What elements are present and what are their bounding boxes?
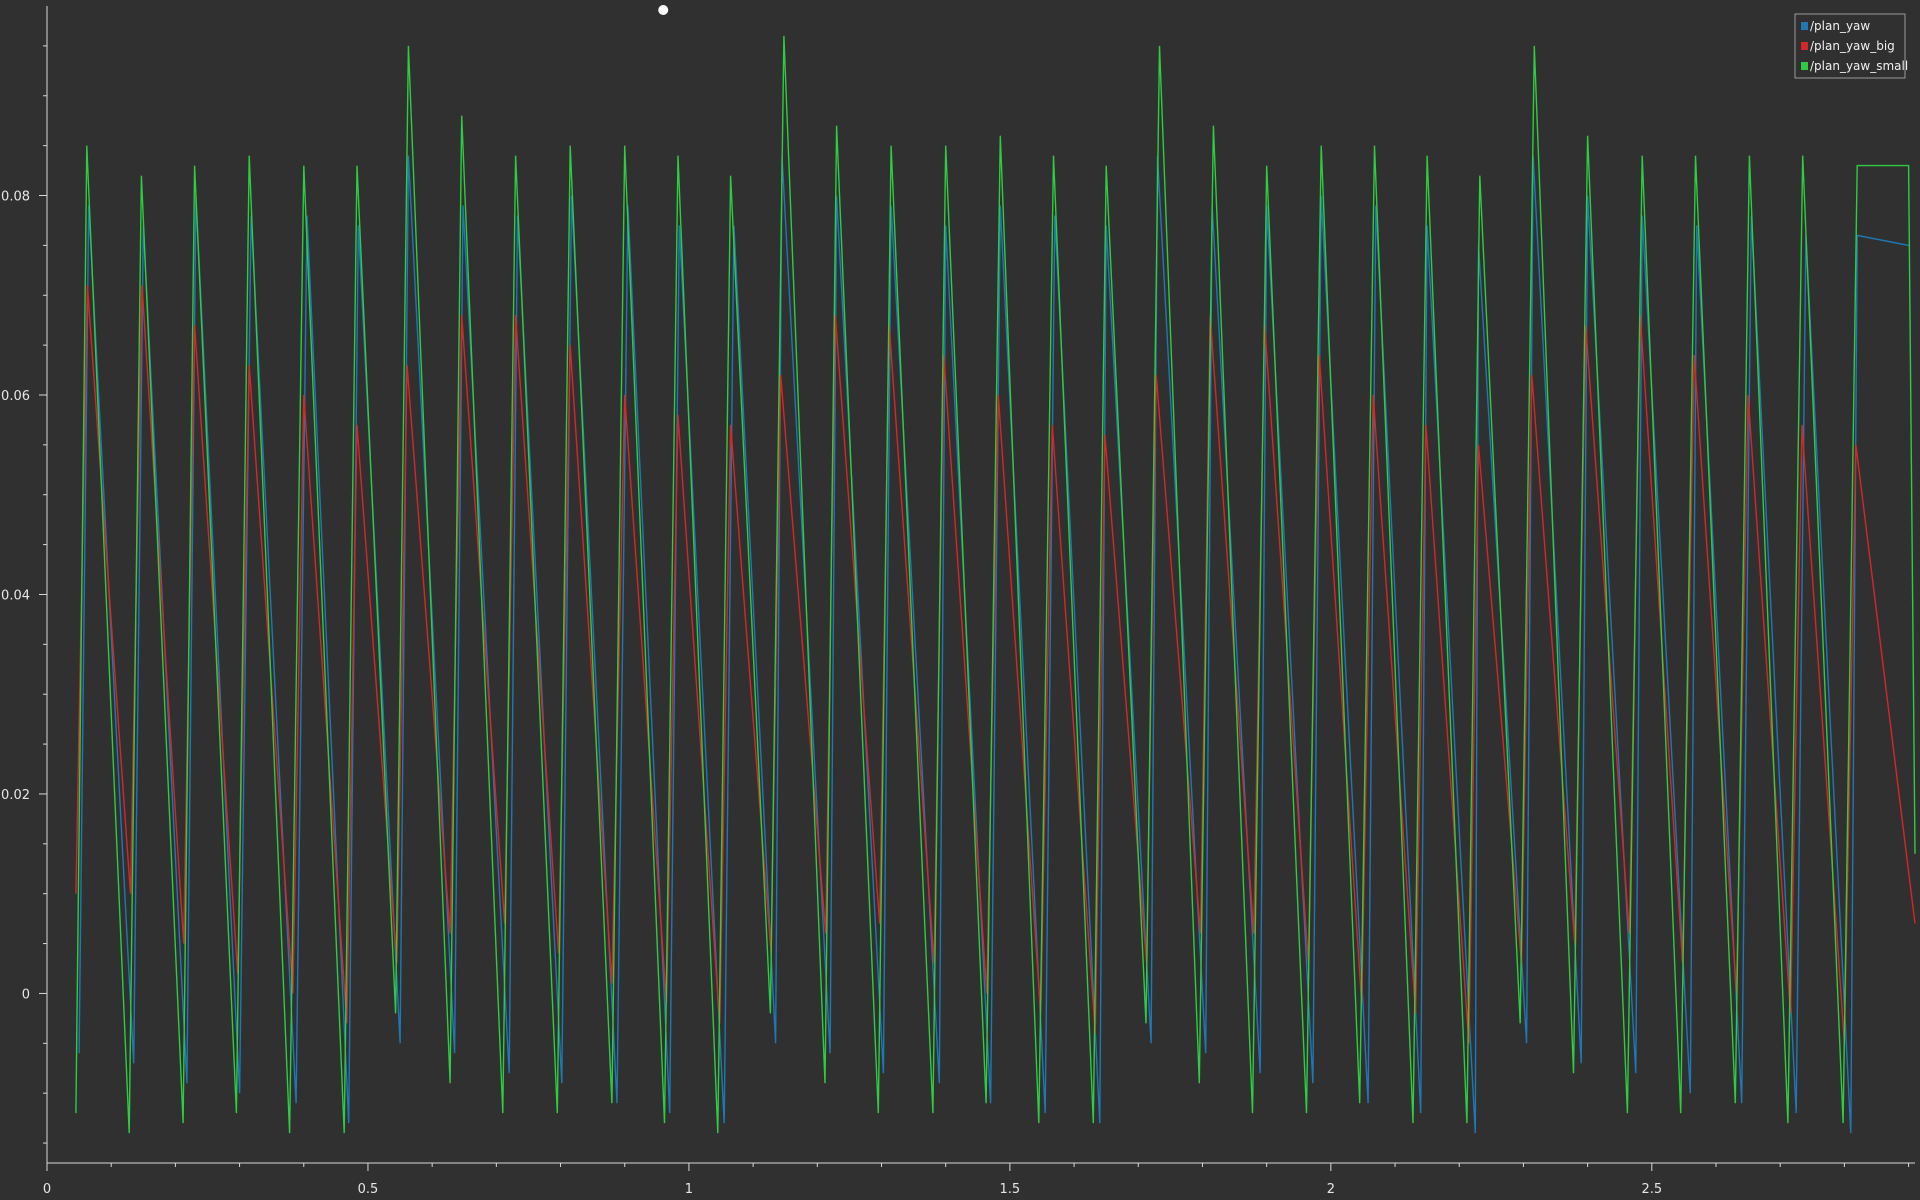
x-tick-label: 2.5 bbox=[1641, 1182, 1662, 1197]
legend[interactable]: /plan_yaw/plan_yaw_big/plan_yaw_small bbox=[1794, 13, 1908, 79]
legend-entry[interactable]: /plan_yaw_big bbox=[1801, 39, 1895, 53]
legend-label: /plan_yaw_small bbox=[1810, 59, 1908, 73]
x-tick-label: 2 bbox=[1327, 1182, 1335, 1197]
axes bbox=[39, 6, 1915, 1171]
series-line-plan-yaw-small bbox=[75, 35, 1916, 1134]
tick-labels: 0 0.5 1 1.5 2 2.5 0 0.02 0.04 0.06 0.08 bbox=[1, 190, 1662, 1197]
legend-box bbox=[1794, 13, 1906, 79]
y-tick-label: 0.06 bbox=[1, 389, 30, 404]
series-lines bbox=[75, 35, 1916, 1134]
legend-swatch bbox=[1801, 22, 1808, 30]
y-tick-label: 0.08 bbox=[1, 190, 30, 205]
y-tick-label: 0.02 bbox=[1, 788, 30, 803]
legend-label: /plan_yaw_big bbox=[1810, 39, 1895, 53]
legend-label: /plan_yaw bbox=[1810, 19, 1870, 33]
legend-entry[interactable]: /plan_yaw bbox=[1801, 19, 1870, 33]
cursor-marker[interactable] bbox=[658, 5, 669, 15]
legend-swatch bbox=[1801, 62, 1808, 70]
cursor[interactable] bbox=[658, 5, 669, 15]
legend-entry[interactable]: /plan_yaw_small bbox=[1801, 59, 1908, 73]
x-tick-label: 1.5 bbox=[1000, 1182, 1021, 1197]
x-tick-label: 1 bbox=[685, 1182, 693, 1197]
legend-swatch bbox=[1801, 42, 1808, 50]
x-tick-label: 0 bbox=[43, 1182, 51, 1197]
y-tick-label: 0.04 bbox=[1, 588, 30, 603]
y-tick-label: 0 bbox=[22, 987, 30, 1002]
x-tick-label: 0.5 bbox=[358, 1182, 379, 1197]
